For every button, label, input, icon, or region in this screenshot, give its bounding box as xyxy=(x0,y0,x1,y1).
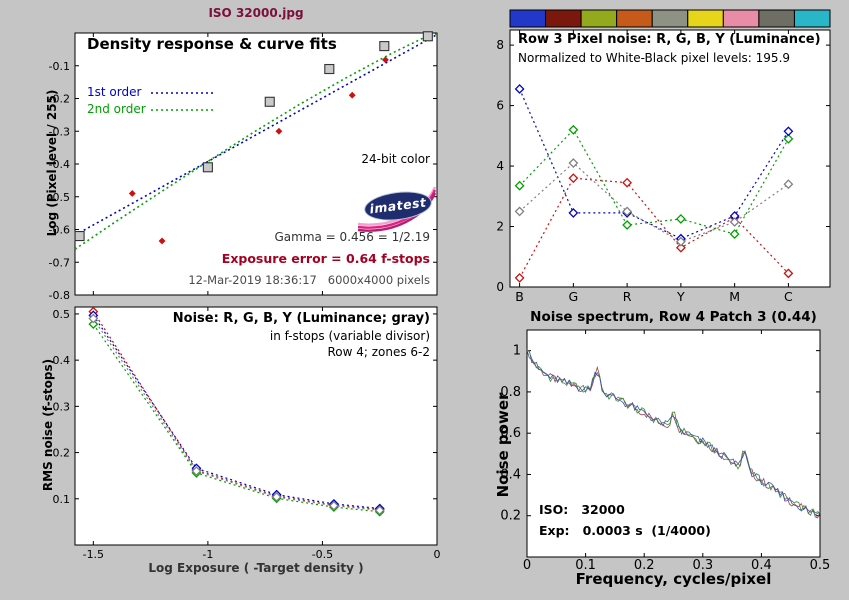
svg-text:-0.5: -0.5 xyxy=(312,548,333,561)
svg-text:0.5: 0.5 xyxy=(53,308,71,321)
svg-text:M: M xyxy=(729,289,740,304)
svg-text:-0.8: -0.8 xyxy=(49,289,70,302)
svg-text:0.5: 0.5 xyxy=(810,558,831,573)
color-depth-note: 24-bit color xyxy=(361,152,430,166)
svg-text:0.1: 0.1 xyxy=(53,493,71,506)
first-order-legend-label: 1st order xyxy=(87,85,142,99)
rms-noise-subtitle-1: in f-stops (variable divisor) xyxy=(269,329,430,343)
svg-text:-0.1: -0.1 xyxy=(49,60,70,73)
imatest-logo-text: imatest xyxy=(368,194,428,217)
gamma-value-text: Gamma = 0.456 = 1/2.19 xyxy=(274,230,430,244)
svg-text:B: B xyxy=(515,289,524,304)
svg-text:-0.7: -0.7 xyxy=(49,256,70,269)
spectrum-panel-title: Noise spectrum, Row 4 Patch 3 (0.44) xyxy=(530,309,817,325)
pixel-noise-plot: 0 2 4 6 8 B G R Y M C xyxy=(496,9,831,304)
rms-noise-x-axis-label: Log Exposure ( -Target density ) xyxy=(148,561,364,575)
svg-text:Y: Y xyxy=(676,289,685,304)
svg-text:0.2: 0.2 xyxy=(500,509,521,524)
svg-text:0.3: 0.3 xyxy=(53,400,71,413)
second-order-legend-label: 2nd order xyxy=(87,102,146,116)
svg-text:0.2: 0.2 xyxy=(634,558,655,573)
svg-text:0.4: 0.4 xyxy=(53,354,71,367)
svg-text:0: 0 xyxy=(496,280,504,294)
svg-text:0: 0 xyxy=(434,548,441,561)
svg-text:0.1: 0.1 xyxy=(575,558,596,573)
rms-noise-y-axis-label: RMS noise (f-stops) xyxy=(41,358,55,492)
svg-text:C: C xyxy=(784,289,793,304)
svg-text:0.6: 0.6 xyxy=(500,426,521,441)
pixel-noise-subtitle: Normalized to White-Black pixel levels: … xyxy=(518,51,791,65)
density-panel-title: Density response & curve fits xyxy=(87,35,337,53)
svg-text:-0.5: -0.5 xyxy=(49,191,70,204)
rms-noise-plot: 0.1 0.2 0.3 0.4 0.5 -1.5 -1 -0.5 0 xyxy=(53,306,441,561)
svg-text:4: 4 xyxy=(496,159,504,173)
svg-text:-1: -1 xyxy=(202,548,213,561)
svg-text:6: 6 xyxy=(496,99,504,113)
svg-text:-1.5: -1.5 xyxy=(83,548,104,561)
exposure-error-text: Exposure error = 0.64 f-stops xyxy=(221,251,430,266)
svg-text:-0.3: -0.3 xyxy=(49,125,70,138)
rms-noise-panel-title: Noise: R, G, B, Y (Luminance; gray) xyxy=(172,311,430,326)
spectrum-x-axis-label: Frequency, cycles/pixel xyxy=(575,570,772,588)
density-plot: -0.1 -0.2 -0.3 -0.4 -0.5 -0.6 -0.7 -0.8 xyxy=(49,31,438,302)
svg-text:0.4: 0.4 xyxy=(500,467,521,482)
svg-text:-0.4: -0.4 xyxy=(49,158,70,171)
svg-text:0.4: 0.4 xyxy=(751,558,772,573)
density-y-axis-label: Log (Pixel level / 255) xyxy=(45,89,59,237)
svg-text:-0.6: -0.6 xyxy=(49,224,70,237)
svg-text:0: 0 xyxy=(523,558,531,573)
svg-text:0.2: 0.2 xyxy=(53,447,71,460)
spectrum-y-axis-label: Noise power xyxy=(494,392,512,498)
image-filename-title: ISO 32000.jpg xyxy=(208,6,304,20)
rms-noise-subtitle-2: Row 4; zones 6-2 xyxy=(327,345,430,359)
timestamp-resolution-text: 12-Mar-2019 18:36:17 6000x4000 pixels xyxy=(188,273,430,287)
svg-text:1: 1 xyxy=(513,344,521,359)
pixel-noise-panel-title: Row 3 Pixel noise: R, G, B, Y (Luminance… xyxy=(518,32,821,47)
svg-text:0.8: 0.8 xyxy=(500,385,521,400)
svg-text:R: R xyxy=(623,289,632,304)
svg-text:-0.2: -0.2 xyxy=(49,93,70,106)
iso-value-text: ISO: 32000 xyxy=(539,502,625,517)
exposure-time-text: Exp: 0.0003 s (1/4000) xyxy=(539,523,711,538)
svg-text:G: G xyxy=(569,289,579,304)
svg-text:8: 8 xyxy=(496,38,504,52)
svg-text:0.3: 0.3 xyxy=(692,558,713,573)
noise-spectrum-plot: 0.2 0.4 0.6 0.8 1 0 0.1 0.2 0.3 0.4 0.5 xyxy=(500,329,831,573)
svg-text:2: 2 xyxy=(496,220,504,234)
